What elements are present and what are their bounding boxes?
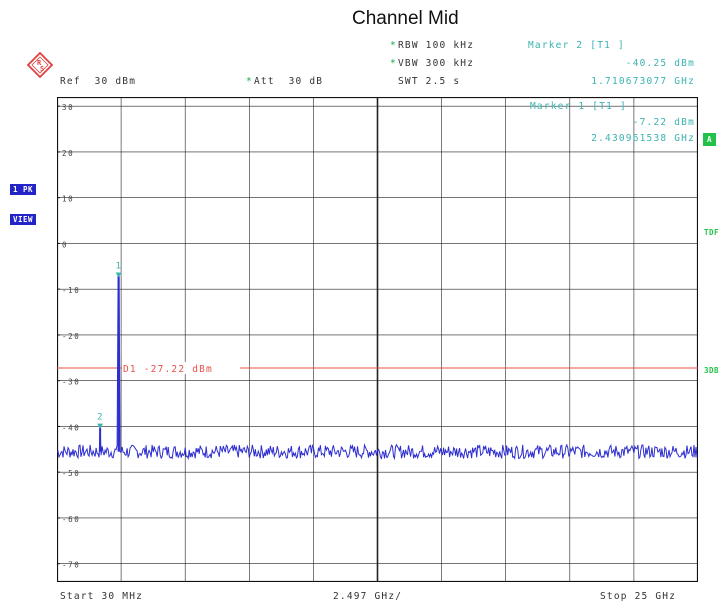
marker-triangle	[115, 272, 122, 278]
marker1-title: Marker 1 [T1 ]	[530, 101, 627, 112]
y-tick-label: -60	[62, 515, 80, 524]
tdf-label: TDF	[704, 228, 720, 237]
markers-group: 12	[97, 261, 122, 429]
vbw-star: *	[390, 58, 397, 69]
y-tick-label: 0	[62, 240, 68, 249]
y-tick-label: -10	[62, 286, 80, 295]
ref-level: Ref 30 dBm	[60, 76, 137, 87]
trace-mode-pk: 1 PK	[10, 184, 37, 195]
threedb-label: 3DB	[704, 366, 720, 375]
sweep-time: SWT 2.5 s	[398, 76, 461, 87]
attenuation: Att 30 dB	[254, 76, 324, 87]
y-tick-label: -50	[62, 469, 80, 478]
marker2-freq: 1.710673077 GHz	[591, 76, 695, 87]
chart-title: Channel Mid	[352, 8, 459, 29]
trace-mode-view: VIEW	[10, 214, 37, 225]
trace-mode-label: 1 PK VIEW	[10, 166, 37, 234]
att-star: *	[246, 76, 253, 87]
y-tick-label: 30	[62, 103, 74, 112]
vbw: VBW 300 kHz	[398, 58, 475, 69]
marker-label: 2	[97, 413, 102, 423]
logo-icon: R S	[8, 33, 54, 79]
marker2-level: -40.25 dBm	[625, 58, 695, 69]
trace-group	[57, 275, 698, 461]
marker1-freq: 2.430961538 GHz	[591, 133, 695, 144]
display-line-group: D1 -27.22 dBm	[57, 361, 698, 375]
svg-text:S: S	[40, 65, 44, 73]
marker-triangle	[97, 423, 104, 429]
display-line-label-bg	[122, 361, 240, 374]
grid	[57, 97, 698, 582]
marker1-level: -7.22 dBm	[632, 117, 695, 128]
svg-text:R: R	[37, 59, 42, 67]
spectrum-plot: 30 20 10 0 -10 -20 -30 -40 -50 -60 -70 D1 -27.22 d…	[57, 97, 698, 582]
y-axis-ticks: 30 20 10 0 -10 -20 -30 -40 -50 -60 -70	[57, 103, 80, 570]
display-line-label: D1 -27.22 dBm	[123, 364, 213, 375]
y-tick-label: -30	[62, 378, 80, 387]
y-tick-label: -70	[62, 561, 80, 570]
rbw: RBW 100 kHz	[398, 40, 475, 51]
start-frequency: Start 30 MHz	[60, 591, 144, 602]
marker-label: 1	[116, 261, 121, 271]
y-tick-label: -40	[62, 423, 80, 432]
frequency-per-div: 2.497 GHz/	[333, 591, 403, 602]
rbw-star: *	[390, 40, 397, 51]
trace-a-badge: A	[703, 133, 717, 146]
y-tick-label: 10	[62, 195, 74, 204]
stop-frequency: Stop 25 GHz	[600, 591, 677, 602]
y-tick-label: -20	[62, 332, 80, 341]
y-tick-label: 20	[62, 149, 74, 158]
marker2-title: Marker 2 [T1 ]	[528, 40, 625, 51]
spectrum-trace	[57, 275, 698, 461]
